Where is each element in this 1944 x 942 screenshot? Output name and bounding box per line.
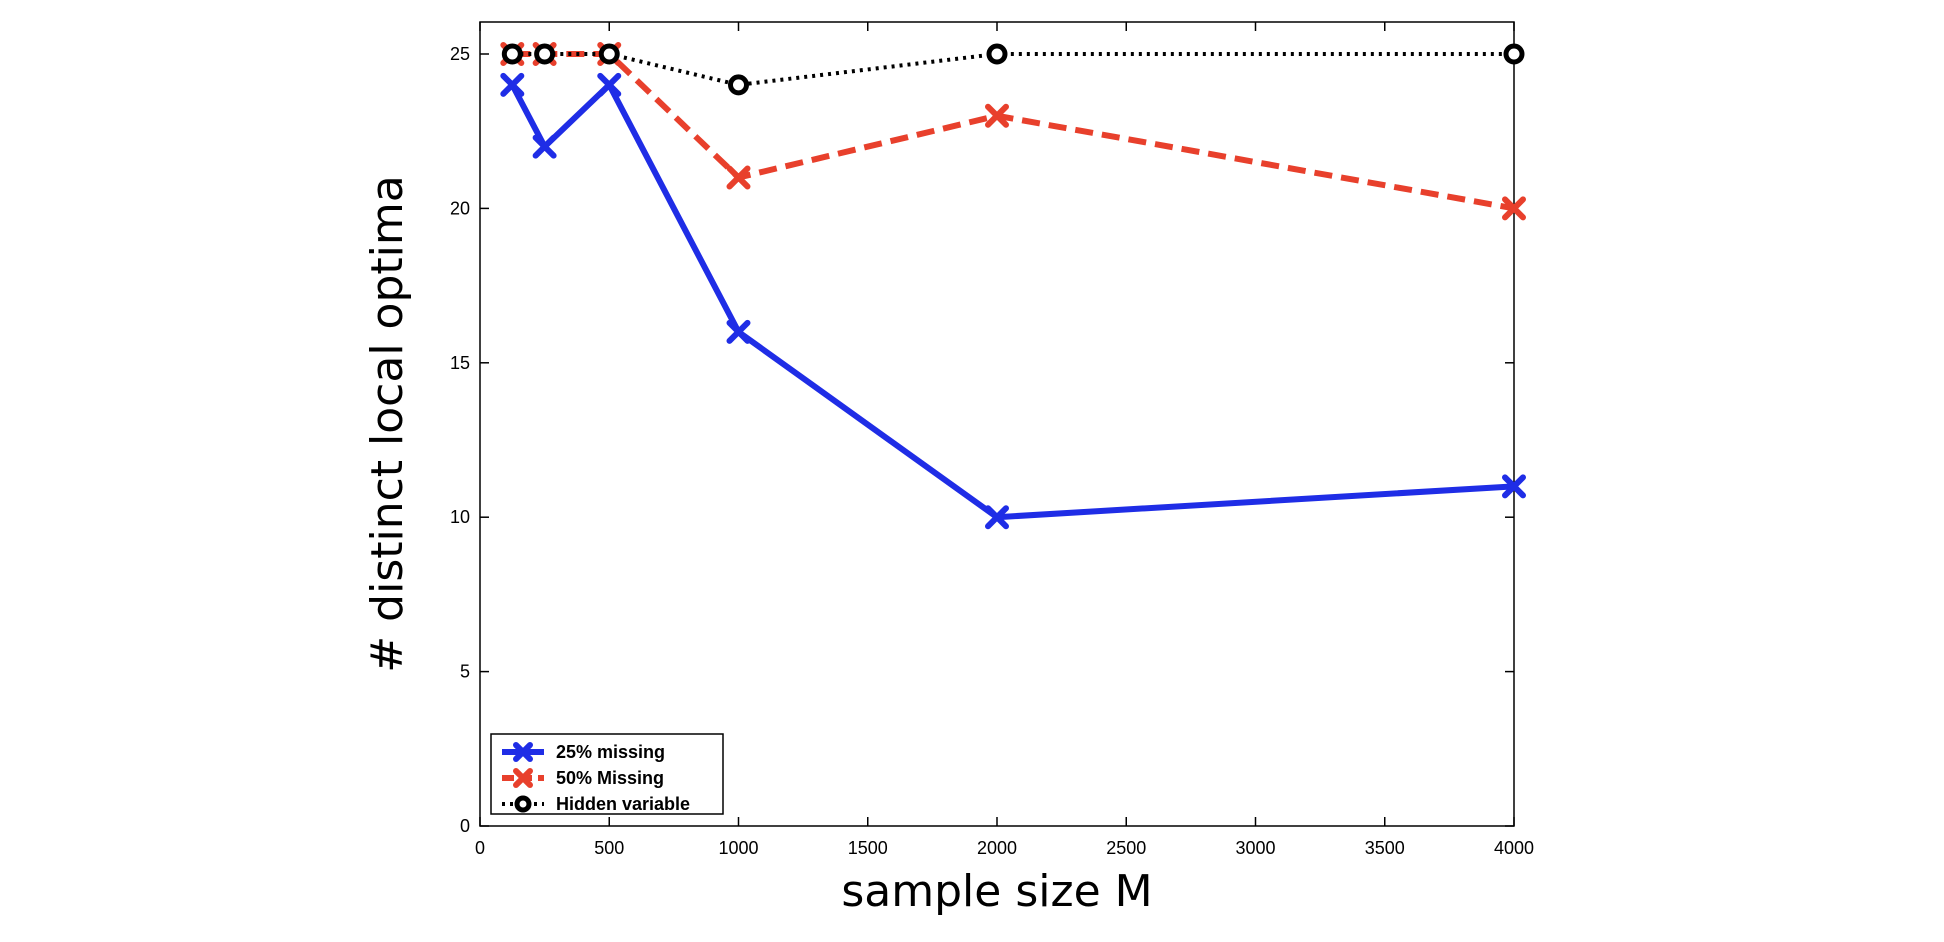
legend-item: Hidden variable — [502, 794, 690, 814]
legend-label: 25% missing — [556, 742, 665, 762]
series-hidden-variable — [501, 43, 1525, 96]
x-marker — [513, 742, 533, 762]
circle-marker — [501, 43, 523, 65]
x-tick-label: 1500 — [848, 838, 888, 858]
legend-label: 50% Missing — [556, 768, 664, 788]
marker-stroke — [513, 742, 533, 762]
x-marker — [597, 72, 622, 97]
legend-item: 25% missing — [502, 742, 665, 762]
circle-marker — [1503, 43, 1525, 65]
y-axis-ticks: 0 5 10 15 20 25 — [450, 44, 1514, 836]
y-tick-label: 15 — [450, 353, 470, 373]
x-marker — [726, 165, 751, 190]
x-tick-label: 2000 — [977, 838, 1017, 858]
marker-stroke — [985, 505, 1009, 530]
x-tick-label: 500 — [594, 838, 624, 858]
plot-area — [479, 21, 1515, 827]
x-marker — [500, 72, 525, 97]
series-line — [512, 51, 1515, 212]
x-marker — [726, 319, 751, 344]
x-axis-title: sample size M — [841, 866, 1152, 917]
x-tick-label: 3500 — [1365, 838, 1405, 858]
y-tick-label: 10 — [450, 507, 470, 527]
circle-marker — [534, 43, 556, 65]
x-marker — [985, 103, 1009, 128]
x-tick-label: 0 — [475, 838, 485, 858]
series-25-missing — [500, 72, 1526, 530]
circle-marker — [986, 43, 1008, 65]
marker-stroke — [597, 72, 622, 97]
marker-stroke — [985, 103, 1009, 128]
x-tick-label: 2500 — [1106, 838, 1146, 858]
x-marker — [532, 134, 557, 159]
x-tick-label: 4000 — [1494, 838, 1534, 858]
legend-label: Hidden variable — [556, 794, 690, 814]
x-marker — [1502, 474, 1526, 499]
series-layer — [500, 42, 1526, 530]
circle-marker — [514, 795, 532, 813]
marker-stroke — [1502, 196, 1526, 221]
x-marker — [513, 768, 533, 788]
x-tick-label: 3000 — [1235, 838, 1275, 858]
legend-item: 50% Missing — [502, 768, 664, 788]
x-tick-label: 1000 — [718, 838, 758, 858]
marker-stroke — [532, 134, 557, 159]
marker-stroke — [726, 319, 751, 344]
y-axis-title: # distinct local optima — [362, 175, 413, 672]
x-marker — [1502, 196, 1526, 221]
y-tick-label: 0 — [460, 816, 470, 836]
x-axis-ticks: 0 500 1000 1500 2000 2500 3000 3500 4000 — [475, 22, 1534, 858]
y-tick-label: 20 — [450, 198, 470, 218]
series-line — [509, 81, 1515, 521]
y-tick-label: 5 — [460, 662, 470, 682]
marker-stroke — [513, 768, 533, 788]
legend: 25% missing 50% Missing Hidden variable — [490, 733, 724, 815]
circle-marker — [598, 43, 620, 65]
marker-stroke — [1502, 474, 1526, 499]
marker-stroke — [500, 72, 525, 97]
marker-stroke — [726, 165, 751, 190]
y-tick-label: 25 — [450, 44, 470, 64]
circle-marker — [728, 74, 749, 96]
x-marker — [985, 505, 1009, 530]
